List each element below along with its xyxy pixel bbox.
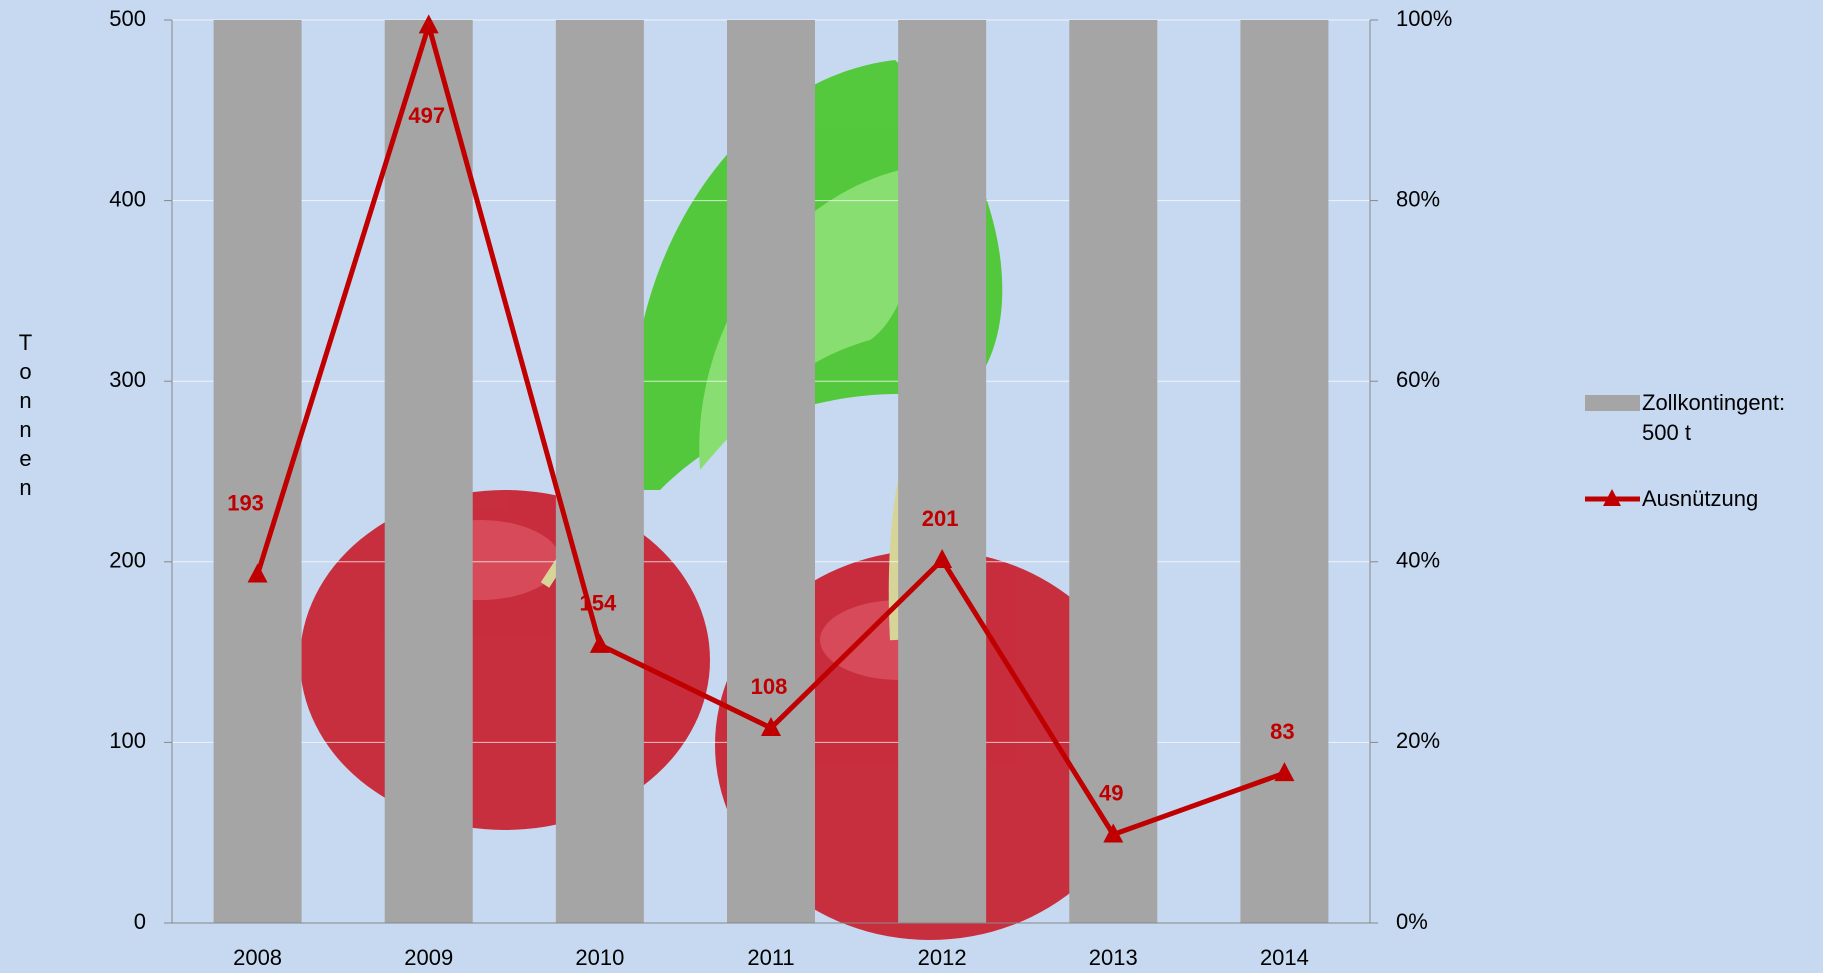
data-label: 83 bbox=[1270, 719, 1294, 744]
y2-tick-label: 20% bbox=[1396, 728, 1440, 753]
bar bbox=[727, 20, 815, 923]
marker bbox=[932, 548, 953, 568]
legend-label: Ausnützung bbox=[1642, 486, 1759, 511]
data-label: 497 bbox=[408, 103, 445, 128]
marker bbox=[247, 563, 268, 583]
marker bbox=[589, 633, 610, 653]
x-tick-label: 2014 bbox=[1260, 945, 1309, 970]
data-label: 49 bbox=[1099, 780, 1123, 805]
x-tick-label: 2013 bbox=[1089, 945, 1138, 970]
legend: Zollkontingent: 500 t Ausnützung bbox=[1585, 388, 1815, 550]
marker bbox=[1103, 823, 1124, 843]
marker bbox=[1274, 762, 1295, 782]
x-tick-label: 2008 bbox=[233, 945, 282, 970]
data-label: 154 bbox=[579, 591, 616, 616]
y-tick-label: 500 bbox=[109, 6, 146, 31]
y-tick-label: 100 bbox=[109, 728, 146, 753]
x-tick-label: 2011 bbox=[747, 945, 794, 970]
y-tick-label: 300 bbox=[109, 367, 146, 392]
legend-label: Zollkontingent: 500 t bbox=[1642, 390, 1786, 445]
y-tick-label: 400 bbox=[109, 186, 146, 211]
legend-swatch bbox=[1585, 395, 1640, 411]
marker bbox=[418, 14, 439, 34]
legend-swatch bbox=[1585, 489, 1640, 506]
y2-tick-label: 60% bbox=[1396, 367, 1440, 392]
y-tick-label: 0 bbox=[134, 909, 146, 934]
bar bbox=[1069, 20, 1158, 923]
y2-tick-label: 100% bbox=[1396, 6, 1452, 31]
legend-item: Zollkontingent: 500 t bbox=[1585, 388, 1815, 448]
x-tick-label: 2009 bbox=[404, 945, 453, 970]
bar bbox=[555, 20, 644, 923]
bar bbox=[213, 20, 302, 923]
data-label: 193 bbox=[227, 490, 264, 515]
y2-tick-label: 80% bbox=[1396, 186, 1440, 211]
y2-tick-label: 0% bbox=[1396, 909, 1428, 934]
bar bbox=[384, 20, 473, 923]
x-tick-label: 2012 bbox=[918, 945, 967, 970]
y2-tick-label: 40% bbox=[1396, 548, 1440, 573]
bar bbox=[898, 20, 987, 923]
data-label: 108 bbox=[751, 674, 788, 699]
y-axis-label: Tonnen bbox=[13, 330, 38, 504]
marker bbox=[761, 716, 781, 736]
data-label: 201 bbox=[922, 506, 959, 531]
legend-item: Ausnützung bbox=[1585, 484, 1815, 514]
bar bbox=[1240, 20, 1329, 923]
y-tick-label: 200 bbox=[109, 548, 146, 573]
x-tick-label: 2010 bbox=[575, 945, 624, 970]
